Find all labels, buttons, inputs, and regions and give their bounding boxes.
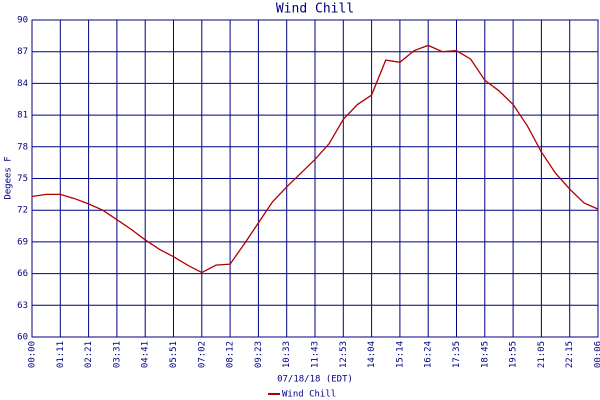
x-tick-label: 16:24 bbox=[424, 341, 434, 368]
x-tick-label: 17:35 bbox=[452, 341, 462, 368]
y-tick-label: 69 bbox=[17, 237, 28, 247]
x-tick-label: 01:11 bbox=[56, 341, 66, 368]
x-tick-label: 08:12 bbox=[226, 341, 236, 368]
x-tick-label: 15:14 bbox=[395, 341, 405, 368]
x-axis-label: 07/18/18 (EDT) bbox=[277, 375, 353, 385]
y-tick-label: 87 bbox=[17, 47, 28, 57]
y-tick-label: 78 bbox=[17, 142, 28, 152]
x-tick-label: 14:04 bbox=[367, 341, 377, 368]
y-tick-label: 90 bbox=[17, 16, 28, 26]
x-tick-label: 19:55 bbox=[509, 341, 519, 368]
x-tick-label: 04:41 bbox=[141, 341, 151, 368]
y-axis-label: Degees F bbox=[4, 156, 14, 199]
x-tick-label: 05:51 bbox=[169, 341, 179, 368]
x-tick-label: 18:45 bbox=[480, 341, 490, 368]
x-tick-label: 03:31 bbox=[112, 341, 122, 368]
y-tick-label: 63 bbox=[17, 301, 28, 311]
chart-title: Wind Chill bbox=[276, 2, 354, 17]
x-tick-label: 22:15 bbox=[565, 341, 575, 368]
x-tick-label: 00:06 bbox=[594, 341, 600, 368]
data-line bbox=[31, 44, 599, 274]
y-tick-label: 60 bbox=[17, 333, 28, 343]
x-tick-label: 11:43 bbox=[311, 341, 321, 368]
x-tick-label: 10:33 bbox=[282, 341, 292, 368]
legend-label: Wind Chill bbox=[282, 390, 336, 400]
y-tick-label: 81 bbox=[17, 111, 28, 121]
x-tick-label: 00:00 bbox=[28, 341, 38, 368]
x-tick-label: 21:05 bbox=[537, 341, 547, 368]
x-tick-label: 07:02 bbox=[197, 341, 207, 368]
y-tick-label: 84 bbox=[17, 79, 28, 89]
y-tick-label: 72 bbox=[17, 206, 28, 216]
y-tick-label: 75 bbox=[17, 174, 28, 184]
x-tick-label: 12:53 bbox=[339, 341, 349, 368]
x-tick-label: 02:21 bbox=[84, 341, 94, 368]
y-tick-label: 66 bbox=[17, 269, 28, 279]
x-tick-label: 09:23 bbox=[254, 341, 264, 368]
